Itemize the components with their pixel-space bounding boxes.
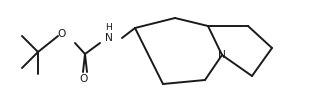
Text: O: O xyxy=(80,74,88,84)
Text: N: N xyxy=(105,33,113,43)
Text: N: N xyxy=(218,50,226,60)
Text: H: H xyxy=(105,24,112,32)
Text: O: O xyxy=(58,29,66,39)
